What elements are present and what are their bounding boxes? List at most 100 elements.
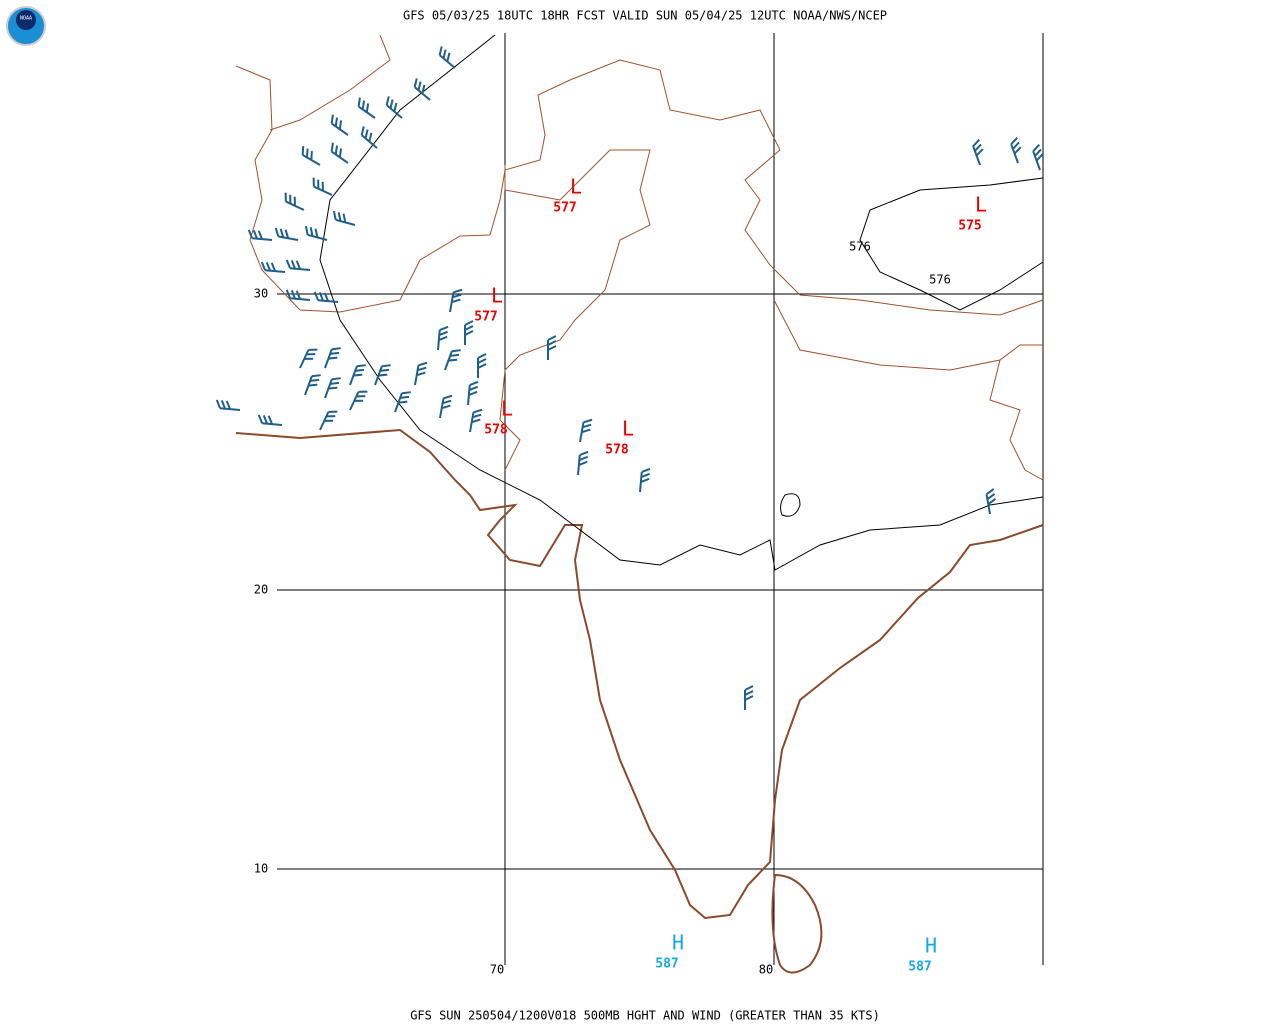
barb-flag [398,400,408,404]
barb-flag [987,498,997,505]
barb-staff [374,365,383,386]
wind-barb [1010,137,1022,164]
wind-barb [385,96,403,119]
barb-flag [326,415,336,418]
barb-flag [330,351,340,355]
barb-flag [285,289,292,299]
barb-staff [261,422,283,426]
contour-label: 576 [849,240,871,254]
wind-barb [257,414,283,426]
barb-flag [225,400,231,410]
barb-flag [744,695,754,701]
pressure-center-value: 575 [958,219,981,234]
barb-flag [289,194,292,204]
barb-flag [416,371,426,377]
barb-flag [337,212,342,222]
barb-flag [640,477,650,483]
barb-flag [421,84,426,94]
barb-flag [293,196,296,206]
borders [235,34,1044,481]
wind-barb [438,46,456,69]
barb-flag [330,142,334,152]
wind-barb [394,391,411,413]
barb-flag [477,353,487,359]
wind-barb [285,259,311,271]
pressure-center-symbol: H [672,931,684,955]
barb-flag [356,395,366,398]
barb-flag [578,460,588,466]
barb-staff [324,378,333,399]
barb-flag [1013,146,1022,155]
barb-flag [279,228,285,238]
logo-text: NOAA [20,16,32,22]
wind-barb [357,97,376,119]
barb-flag [308,348,318,351]
barb-flag [313,291,320,301]
wind-barb [437,325,449,351]
barb-flag [262,415,268,425]
barb-flag [354,399,364,402]
wind-barb [304,225,328,241]
barb-flag [451,298,461,304]
wind-barb [744,685,754,710]
barb-flag [744,690,754,696]
barb-flag [547,340,557,346]
barb-flag [317,179,320,189]
barb-flag [442,49,447,59]
pressure-center-value: 587 [908,960,931,975]
lon-label: 70 [490,963,504,977]
barb-flag [270,262,276,272]
barb-staff [304,375,313,396]
barb-flag [393,102,398,112]
barb-flag [324,419,334,422]
barb-flag [477,358,487,364]
wind-barb [349,364,366,386]
pressure-center-value: 587 [655,957,678,972]
wind-barb [349,390,368,411]
wind-barb [972,139,984,166]
barb-staff [331,122,349,136]
barb-flag [342,213,347,223]
wind-barb [260,261,286,273]
wind-barb [413,78,431,101]
noaa-logo: NOAA [6,6,46,46]
wind-barb [332,210,356,226]
wind-barb [577,450,589,476]
barb-flag [328,386,338,390]
barb-flag [547,345,557,351]
pressure-center-symbol: L [491,284,503,308]
wind-barb [414,361,428,386]
barb-flag [284,192,287,202]
barb-flag [295,260,301,270]
barb-flag [401,391,411,395]
barb-staff [394,392,403,413]
barb-flag [328,356,338,360]
wind-barb [313,291,339,303]
pressure-center-value: 577 [553,201,576,216]
barb-staff [251,237,273,241]
barb-flag [361,100,366,110]
barb-staff [285,200,305,211]
wind-barb [439,394,453,419]
pressure-center-value: 578 [484,423,508,438]
footer-caption: GFS SUN 250504/1200V018 500MB HGHT AND W… [410,1009,880,1023]
barb-flag [469,380,479,387]
barb-flag [640,472,650,478]
lon-label: 80 [759,963,773,977]
barb-flag [301,146,305,156]
pressure-center-symbol: L [622,417,634,441]
barb-flag [332,210,337,221]
grid [277,33,1044,965]
barb-flag [331,347,341,351]
barb-flag [380,368,390,372]
barb-flag [443,394,453,400]
barb-flag [641,467,651,474]
barb-staff [444,350,453,371]
barb-flag [972,139,981,147]
barb-flag [321,181,324,191]
wind-barb [579,418,593,443]
barb-flag [215,399,222,409]
barb-staff [361,134,378,149]
barb-flag [338,120,343,130]
